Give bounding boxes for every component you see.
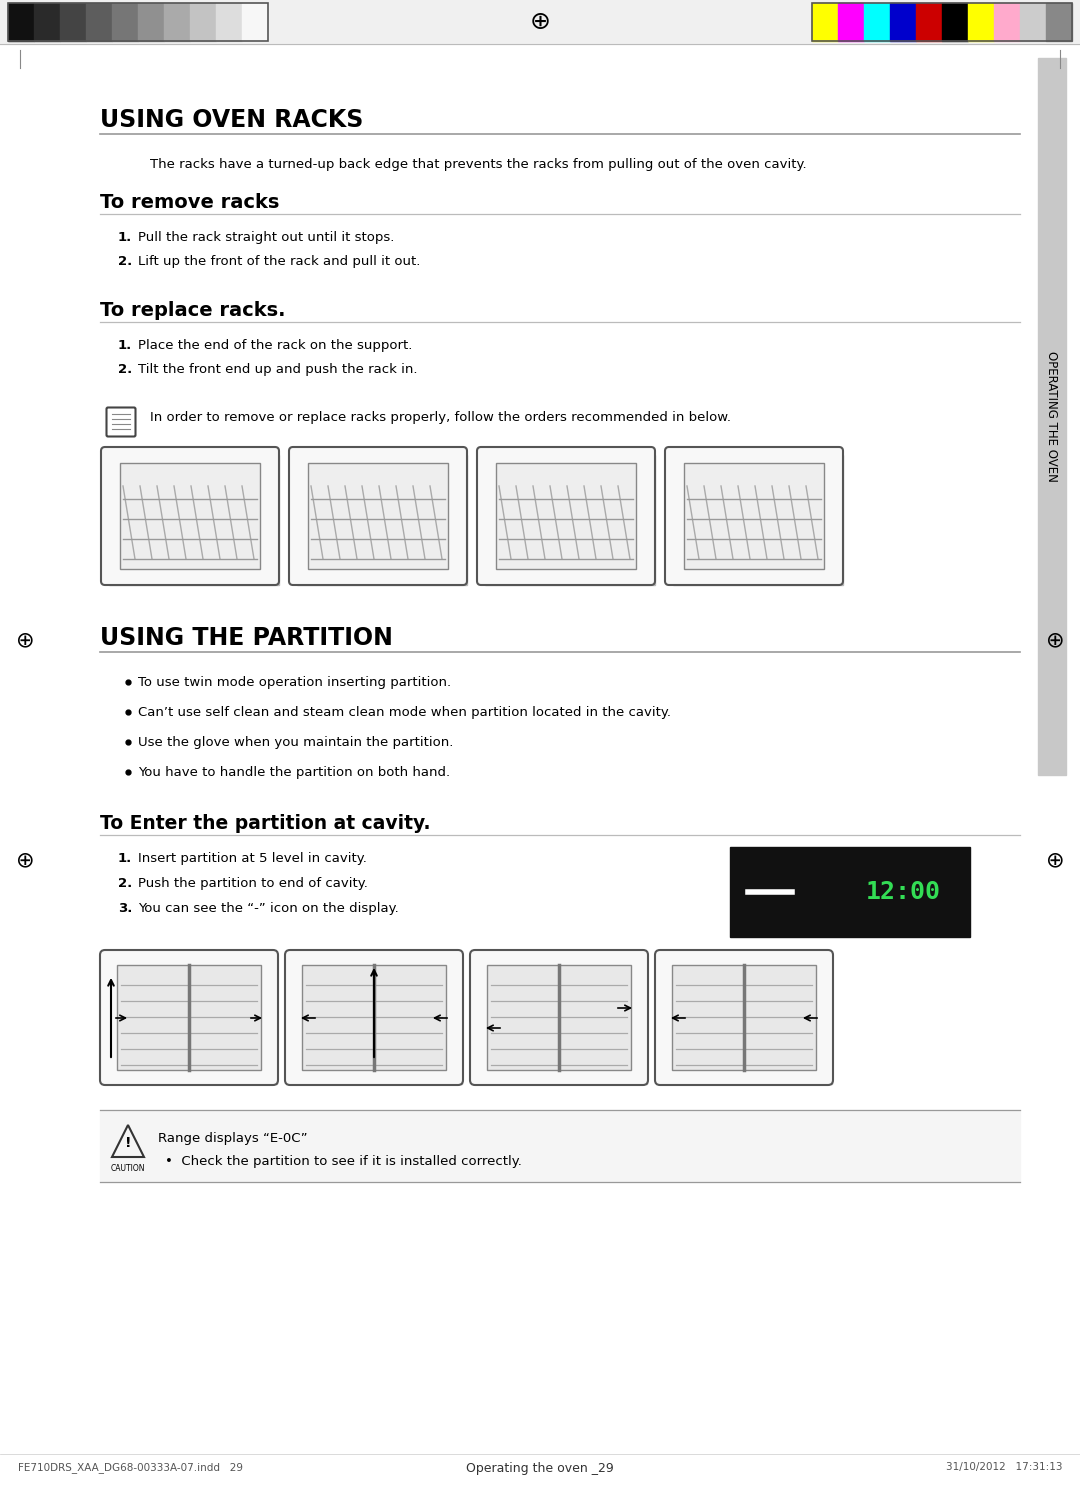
Bar	[0, 0, 1080, 43]
Bar	[672, 964, 816, 1070]
Text: ⊕: ⊕	[16, 629, 35, 650]
Text: •  Check the partition to see if it is installed correctly.: • Check the partition to see if it is in…	[165, 1156, 522, 1168]
Text: FE710DRS_XAA_DG68-00333A-07.indd   29: FE710DRS_XAA_DG68-00333A-07.indd 29	[18, 1462, 243, 1473]
Text: The racks have a turned-up back edge that prevents the racks from pulling out of: The racks have a turned-up back edge tha…	[150, 158, 807, 170]
Text: To Enter the partition at cavity.: To Enter the partition at cavity.	[100, 813, 431, 833]
Bar	[812, 3, 838, 40]
Bar	[242, 3, 268, 40]
Bar	[1038, 58, 1066, 774]
Bar	[480, 958, 647, 1084]
Text: ⊕: ⊕	[1045, 629, 1064, 650]
Text: 1.: 1.	[118, 232, 132, 244]
Bar	[302, 964, 446, 1070]
Bar	[297, 454, 467, 585]
FancyBboxPatch shape	[102, 447, 279, 585]
Bar	[100, 1109, 1020, 1183]
Bar	[487, 964, 631, 1070]
Bar	[916, 3, 942, 40]
Bar	[496, 463, 636, 570]
Text: 1.: 1.	[118, 852, 132, 866]
Bar	[684, 463, 824, 570]
Text: 1.: 1.	[118, 339, 132, 351]
Text: In order to remove or replace racks properly, follow the orders recommended in b: In order to remove or replace racks prop…	[150, 411, 731, 425]
Text: Tilt the front end up and push the rack in.: Tilt the front end up and push the rack …	[138, 363, 418, 377]
Text: !: !	[125, 1136, 132, 1150]
Text: 2.: 2.	[118, 878, 132, 890]
Bar	[664, 958, 832, 1084]
FancyBboxPatch shape	[665, 447, 843, 585]
Text: Operating the oven _29: Operating the oven _29	[467, 1462, 613, 1476]
Bar	[117, 964, 261, 1070]
FancyBboxPatch shape	[477, 447, 654, 585]
Text: Use the glove when you maintain the partition.: Use the glove when you maintain the part…	[138, 736, 454, 749]
Text: You can see the “-” icon on the display.: You can see the “-” icon on the display.	[138, 901, 399, 915]
Bar	[812, 3, 1072, 40]
Bar	[112, 3, 138, 40]
Text: Place the end of the rack on the support.: Place the end of the rack on the support…	[138, 339, 413, 351]
Text: OPERATING THE OVEN: OPERATING THE OVEN	[1045, 351, 1058, 481]
FancyBboxPatch shape	[289, 447, 467, 585]
Bar	[942, 3, 968, 40]
Bar	[109, 958, 276, 1084]
Text: Insert partition at 5 level in cavity.: Insert partition at 5 level in cavity.	[138, 852, 367, 866]
Bar	[308, 463, 448, 570]
Bar	[1020, 3, 1047, 40]
Bar	[8, 3, 33, 40]
Bar	[730, 848, 970, 937]
FancyBboxPatch shape	[285, 949, 463, 1085]
Text: USING OVEN RACKS: USING OVEN RACKS	[100, 108, 363, 132]
Bar	[109, 454, 279, 585]
Bar	[838, 3, 864, 40]
Polygon shape	[112, 1126, 144, 1157]
Text: You have to handle the partition on both hand.: You have to handle the partition on both…	[138, 765, 450, 779]
Bar	[120, 463, 260, 570]
Text: Push the partition to end of cavity.: Push the partition to end of cavity.	[138, 878, 368, 890]
Bar	[164, 3, 190, 40]
Bar	[294, 958, 462, 1084]
Text: Pull the rack straight out until it stops.: Pull the rack straight out until it stop…	[138, 232, 394, 244]
Text: USING THE PARTITION: USING THE PARTITION	[100, 626, 393, 650]
Bar	[216, 3, 242, 40]
Text: Can’t use self clean and steam clean mode when partition located in the cavity.: Can’t use self clean and steam clean mod…	[138, 706, 671, 719]
Text: 2.: 2.	[118, 363, 132, 377]
Bar	[190, 3, 216, 40]
Text: Lift up the front of the rack and pull it out.: Lift up the front of the rack and pull i…	[138, 256, 420, 268]
Text: 3.: 3.	[118, 901, 133, 915]
Text: 12:00: 12:00	[865, 881, 941, 904]
Text: Range displays “E-0C”: Range displays “E-0C”	[158, 1132, 308, 1145]
Bar	[33, 3, 60, 40]
FancyBboxPatch shape	[107, 408, 135, 437]
Text: To remove racks: To remove racks	[100, 193, 280, 212]
Bar	[890, 3, 916, 40]
Text: To replace racks.: To replace racks.	[100, 300, 285, 320]
Bar	[138, 3, 164, 40]
Bar	[673, 454, 843, 585]
FancyBboxPatch shape	[654, 949, 833, 1085]
Bar	[8, 3, 268, 40]
Text: ⊕: ⊕	[529, 10, 551, 34]
Bar	[1047, 3, 1072, 40]
Text: CAUTION: CAUTION	[111, 1165, 145, 1174]
Text: 31/10/2012   17:31:13: 31/10/2012 17:31:13	[945, 1462, 1062, 1473]
Bar	[485, 454, 654, 585]
Bar	[86, 3, 112, 40]
FancyBboxPatch shape	[470, 949, 648, 1085]
Text: ⊕: ⊕	[16, 851, 35, 870]
Text: 2.: 2.	[118, 256, 132, 268]
Text: ⊕: ⊕	[1045, 851, 1064, 870]
Bar	[968, 3, 994, 40]
Text: To use twin mode operation inserting partition.: To use twin mode operation inserting par…	[138, 676, 451, 689]
FancyBboxPatch shape	[100, 949, 278, 1085]
Bar	[994, 3, 1020, 40]
Bar	[60, 3, 86, 40]
Bar	[864, 3, 890, 40]
